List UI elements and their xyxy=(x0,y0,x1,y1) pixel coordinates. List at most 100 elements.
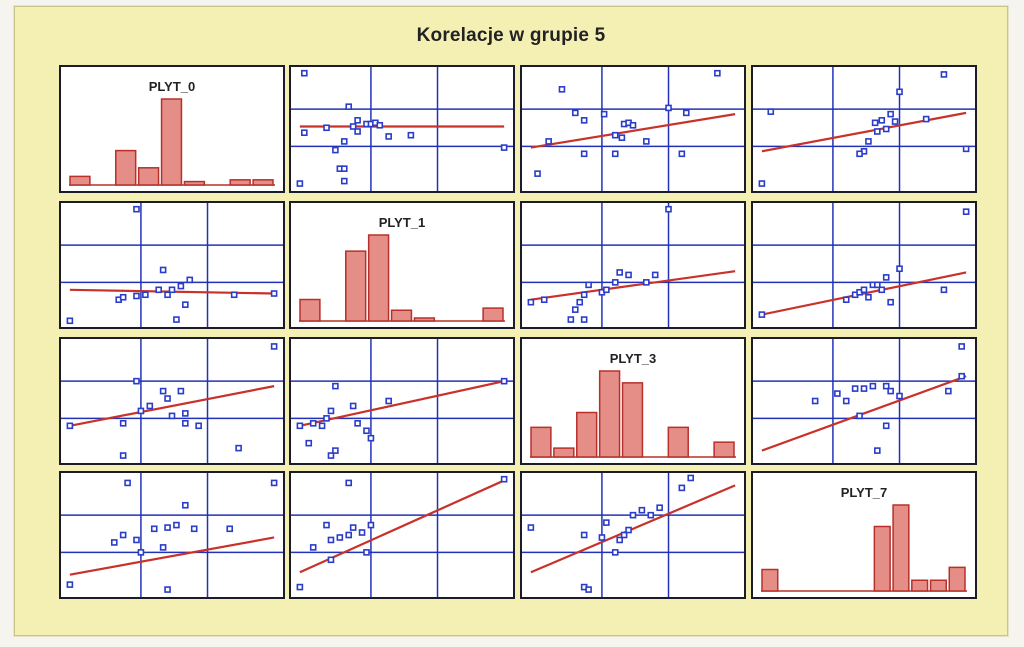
scatter-point xyxy=(296,422,304,430)
scatter-point xyxy=(66,317,74,325)
histogram-bar xyxy=(160,98,183,186)
scatter-point xyxy=(301,69,308,77)
scatter-point xyxy=(869,382,877,390)
scatter-point xyxy=(270,343,278,350)
scatter-point xyxy=(625,271,632,279)
scatter-point xyxy=(758,180,766,187)
scatter-point xyxy=(856,150,863,158)
scatter-point xyxy=(580,117,588,124)
scatter-point xyxy=(958,343,965,350)
histogram-bar xyxy=(621,382,644,458)
scatter-cell-PLYT_1-PLYT_3 xyxy=(520,201,746,329)
histogram-bar xyxy=(390,309,413,322)
scatter-point xyxy=(186,276,194,284)
scatter-point xyxy=(332,382,339,390)
scatter-point xyxy=(133,205,140,213)
scatter-point xyxy=(173,521,180,529)
scatter-point xyxy=(309,420,317,427)
scatter-point xyxy=(945,387,952,395)
scatter-point xyxy=(962,208,970,215)
scatter-point xyxy=(296,180,304,187)
histogram-bar xyxy=(229,179,251,186)
scatter-point xyxy=(327,452,335,459)
scatter-point xyxy=(611,279,619,286)
scatter-cell-PLYT_0-PLYT_7 xyxy=(751,65,977,193)
regression-line xyxy=(761,375,967,452)
scatter-point xyxy=(332,447,339,454)
scatter-point xyxy=(270,479,278,487)
scatter-point xyxy=(133,536,140,544)
scatter-point xyxy=(146,402,154,410)
histogram-label: PLYT_3 xyxy=(609,351,657,366)
scatter-cell-PLYT_1-PLYT_7 xyxy=(751,201,977,329)
histogram-bar xyxy=(892,504,910,592)
scatter-point xyxy=(367,521,375,529)
scatter-point xyxy=(323,124,330,132)
scatter-point xyxy=(922,115,930,123)
scatter-point xyxy=(226,525,234,533)
scatter-point xyxy=(571,306,579,313)
scatter-point xyxy=(527,298,535,306)
scatter-point xyxy=(534,170,541,177)
scatter-point xyxy=(124,479,131,487)
scatter-point xyxy=(682,109,690,117)
scatter-point xyxy=(758,311,766,318)
histogram-bar xyxy=(482,307,504,322)
scatter-point xyxy=(603,286,610,294)
scatter-point xyxy=(230,291,238,299)
scatter-point xyxy=(874,128,881,135)
scatter-point xyxy=(620,531,628,539)
scatter-point xyxy=(527,524,535,531)
scatter-point xyxy=(150,525,158,533)
histogram-bar xyxy=(413,317,436,322)
histogram-bar xyxy=(137,167,160,186)
scatter-point xyxy=(580,150,588,158)
histogram-bar xyxy=(367,234,390,322)
histogram-bar xyxy=(183,180,206,186)
scatter-point xyxy=(887,298,894,306)
scatter-point xyxy=(860,385,868,392)
scatter-point xyxy=(340,138,348,145)
scatter-point xyxy=(625,526,632,534)
scatter-point xyxy=(195,422,202,430)
scatter-point xyxy=(580,291,588,299)
scatter-point xyxy=(305,439,313,447)
scatter-point xyxy=(354,117,361,124)
histogram-bar xyxy=(929,579,948,592)
scatter-point xyxy=(133,377,140,385)
scatter-point xyxy=(500,377,508,385)
scatter-point xyxy=(629,511,637,519)
scatter-point xyxy=(940,71,948,78)
scatter-point xyxy=(651,271,659,279)
scatter-point xyxy=(164,524,171,531)
scatter-point xyxy=(618,134,626,141)
scatter-point xyxy=(327,556,335,564)
scatter-point xyxy=(164,395,171,402)
scatter-point xyxy=(66,422,74,430)
scatter-point xyxy=(856,412,863,420)
scatter-point xyxy=(309,544,317,551)
scatter-point xyxy=(882,382,890,390)
scatter-point xyxy=(842,397,850,405)
histogram-cell-PLYT_3: PLYT_3 xyxy=(520,337,746,465)
scatter-point xyxy=(177,282,185,290)
scatter-point xyxy=(182,410,189,417)
scatter-point xyxy=(301,129,308,137)
histogram-bar xyxy=(911,579,929,592)
scatter-point xyxy=(882,422,890,430)
scatter-cell-PLYT_3-PLYT_1 xyxy=(289,337,515,465)
scatter-cell-PLYT_1-PLYT_0 xyxy=(59,201,285,329)
scatter-point xyxy=(834,390,841,397)
scatter-point xyxy=(159,266,167,274)
scatter-point xyxy=(874,447,881,454)
scatter-point xyxy=(576,298,584,306)
scatter-point xyxy=(567,316,575,323)
scatter-point xyxy=(638,506,646,514)
scatter-point xyxy=(164,291,171,299)
scatter-point xyxy=(407,131,415,139)
scatter-point xyxy=(363,427,370,435)
scatter-point xyxy=(611,549,619,556)
scatter-point xyxy=(354,420,361,427)
scatter-point xyxy=(349,123,357,130)
regression-line xyxy=(530,113,736,149)
